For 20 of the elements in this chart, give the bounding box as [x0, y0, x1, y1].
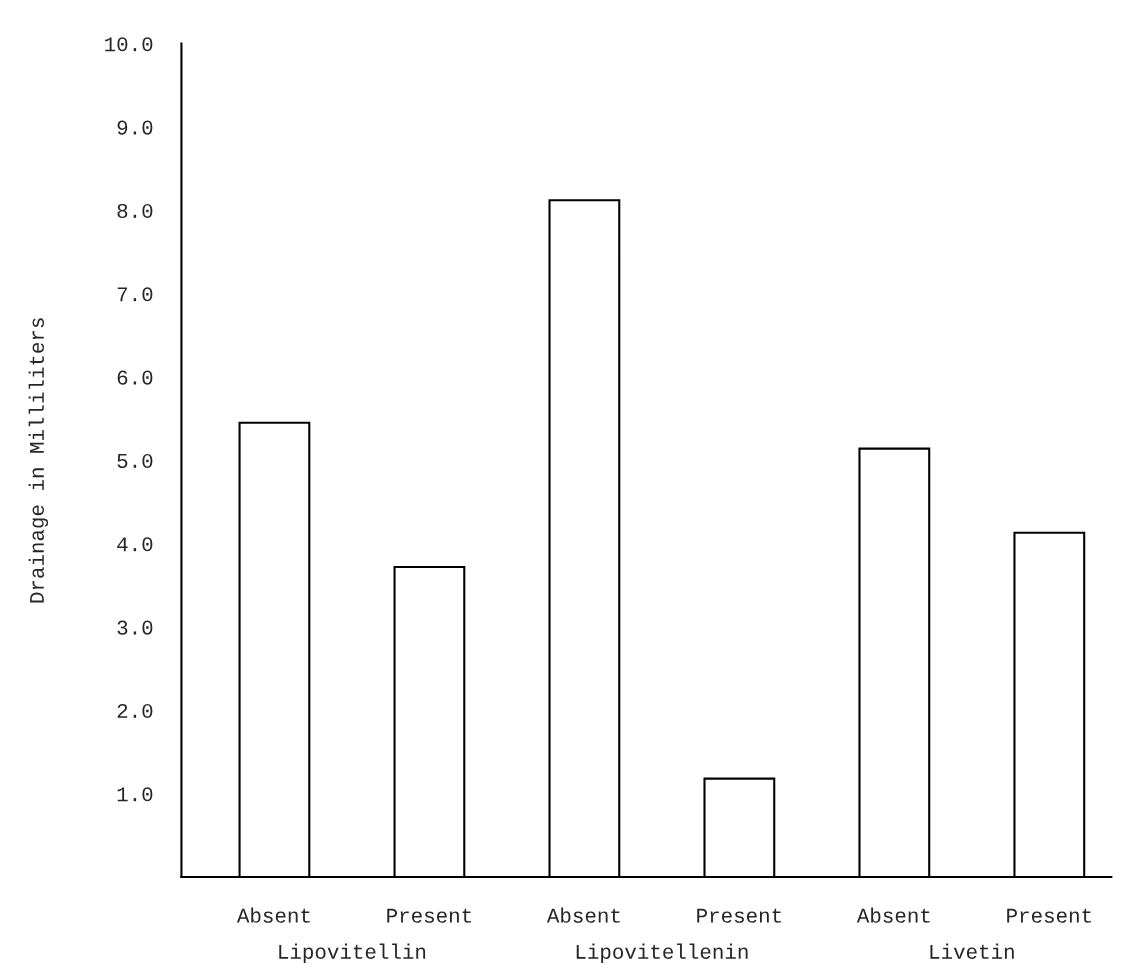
y-tick-label: 2.0 [117, 703, 153, 719]
y-tick-label: 10.0 [105, 37, 153, 52]
x-tick-label: Absent [236, 907, 310, 923]
x-tick-label: Present [697, 908, 781, 923]
y-tick-label: 8.0 [117, 203, 153, 219]
text: Lipovitellin [279, 943, 426, 964]
y-tick-label: 9.0 [117, 120, 153, 135]
y-tick-label: 1.0 [117, 787, 153, 802]
y-tick-label: 6.0 [117, 370, 153, 385]
y-tick-label: 3.0 [117, 620, 153, 635]
y-tick-label: 4.0 [117, 537, 153, 552]
x-tick-label: Absent [856, 907, 930, 923]
y-tick-label: 5.0 [117, 453, 153, 469]
x-tick-label: Present [387, 908, 471, 923]
x-tick-label: Present [1007, 908, 1091, 923]
x-tick-label: Absent [546, 907, 620, 923]
y-axis-title: Drainage in Milliliters [28, 318, 49, 603]
y-tick-label: 7.0 [117, 287, 153, 302]
text: Livetin [930, 943, 1014, 959]
text: Lipovitellenin [576, 943, 748, 964]
